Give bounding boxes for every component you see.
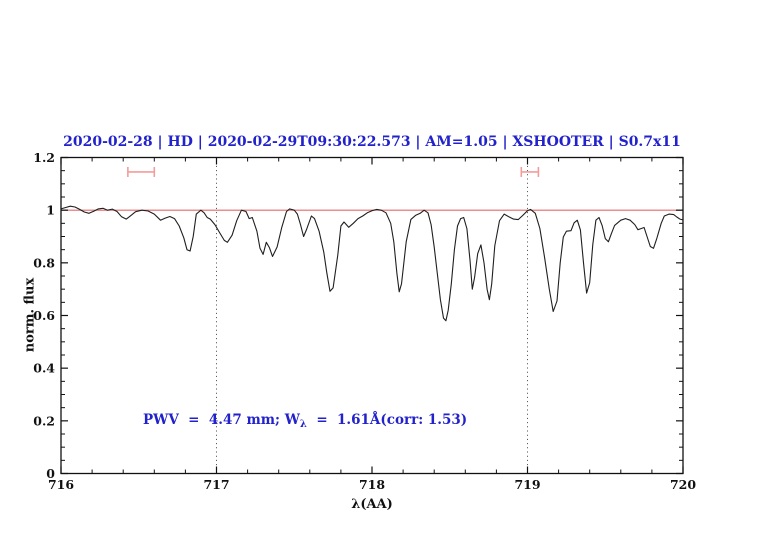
x-tick-label: 718 [359,477,385,492]
x-tick-label: 720 [670,477,696,492]
y-tick-label: 0.8 [33,255,55,270]
pwv-annotation-post: = 1.61Å(corr: 1.53) [306,412,468,428]
x-tick-label: 719 [514,477,540,492]
y-tick-label: 0.4 [33,361,55,376]
y-tick-label: 1 [46,203,55,218]
y-axis-label: norm. flux [22,277,38,353]
spectrum-line [60,205,684,322]
pwv-annotation-pre: PWV = 4.47 mm; W [143,412,300,428]
y-tick-label: 0.2 [33,413,55,428]
y-tick-label: 0.6 [33,308,55,323]
plot-title: 2020-02-28 | HD | 2020-02-29T09:30:22.57… [63,134,681,150]
y-tick-label: 0 [46,466,55,481]
y-tick-label: 1.2 [33,150,55,165]
x-tick-label: 717 [203,477,229,492]
pwv-annotation: PWV = 4.47 mm; Wλ = 1.61Å(corr: 1.53) [143,412,467,430]
pwv-annotation-sub: λ [299,419,307,430]
x-tick-label: 716 [48,477,74,492]
x-axis-label: λ(AA) [351,497,393,512]
